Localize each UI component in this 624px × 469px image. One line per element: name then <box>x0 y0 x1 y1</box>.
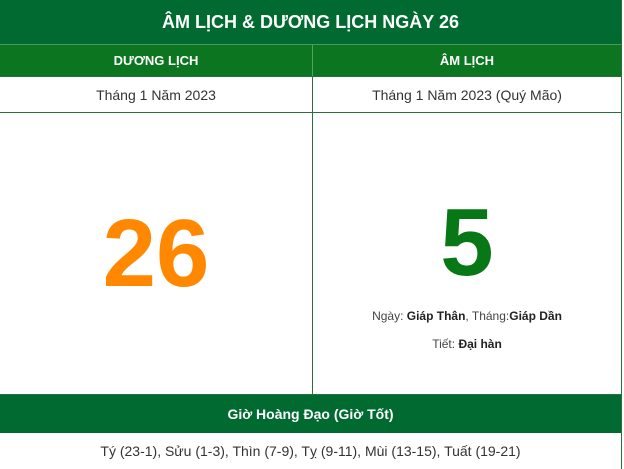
solar-header: DƯƠNG LỊCH <box>113 53 199 68</box>
month-row: Tháng 1 Năm 2023 Tháng 1 Năm 2023 (Quý M… <box>0 77 621 113</box>
good-hours-heading: Giờ Hoàng Đạo (Giờ Tốt) <box>0 395 621 433</box>
lunar-day-month-info: Ngày: Giáp Thân, Tháng:Giáp Dần <box>372 309 562 323</box>
page-title: ÂM LỊCH & DƯƠNG LỊCH NGÀY 26 <box>0 0 621 45</box>
day-label: Ngày: <box>372 308 407 323</box>
month-label: , Tháng: <box>465 308 510 323</box>
lunar-month-year: Tháng 1 Năm 2023 (Quý Mão) <box>312 77 621 112</box>
solar-day-cell: 26 <box>0 113 312 394</box>
lunar-day-cell: 5 Ngày: Giáp Thân, Tháng:Giáp Dần Tiết: … <box>312 113 621 394</box>
column-headers: DƯƠNG LỊCH ÂM LỊCH <box>0 45 621 77</box>
lunar-day-number: 5 <box>440 188 494 296</box>
month-value: Giáp Dần <box>509 308 562 323</box>
lunar-header: ÂM LỊCH <box>312 45 621 76</box>
term-label: Tiết: <box>432 336 459 351</box>
solar-month-year: Tháng 1 Năm 2023 <box>96 86 216 103</box>
term-value: Đại hàn <box>458 336 502 351</box>
solar-term-info: Tiết: Đại hàn <box>432 337 502 351</box>
solar-day-number: 26 <box>102 199 210 307</box>
day-value: Giáp Thân <box>406 308 466 323</box>
good-hours-list: Tý (23-1), Sửu (1-3), Thìn (7-9), Tỵ (9-… <box>100 443 521 459</box>
day-row: 26 5 Ngày: Giáp Thân, Tháng:Giáp Dần Tiế… <box>0 113 621 395</box>
